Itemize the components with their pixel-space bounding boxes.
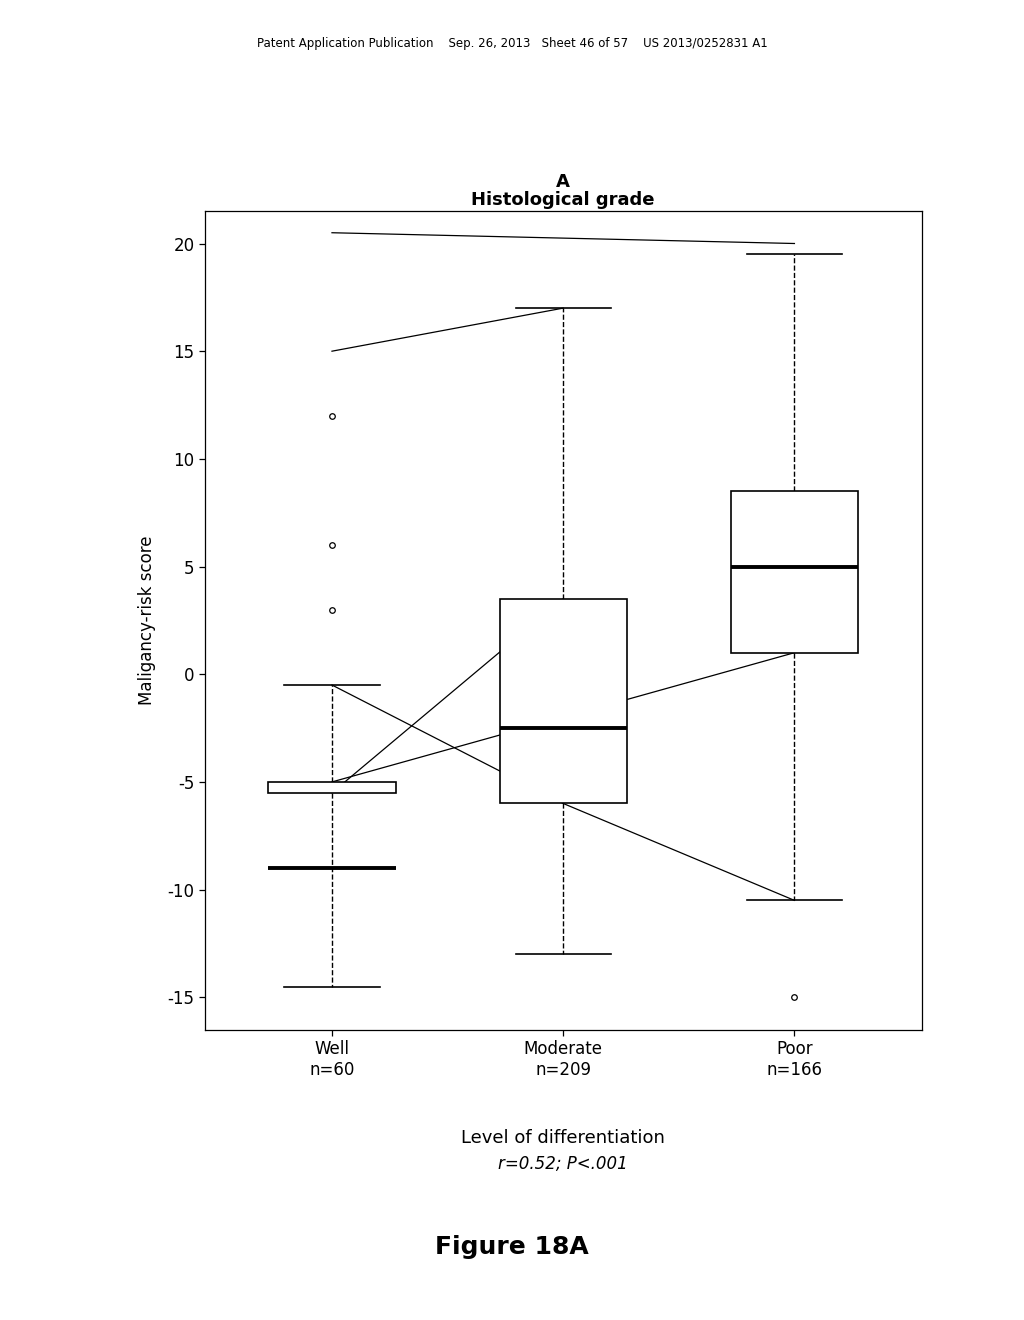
Bar xyxy=(500,599,627,804)
Y-axis label: Maligancy-risk score: Maligancy-risk score xyxy=(138,536,157,705)
Text: r=0.52; P<.001: r=0.52; P<.001 xyxy=(499,1155,628,1173)
Text: Figure 18A: Figure 18A xyxy=(435,1236,589,1259)
Bar xyxy=(268,781,395,793)
Bar xyxy=(731,491,858,652)
Text: Histological grade: Histological grade xyxy=(471,190,655,209)
Text: A: A xyxy=(556,173,570,191)
Text: Level of differentiation: Level of differentiation xyxy=(461,1129,666,1147)
Text: Patent Application Publication    Sep. 26, 2013   Sheet 46 of 57    US 2013/0252: Patent Application Publication Sep. 26, … xyxy=(257,37,767,50)
